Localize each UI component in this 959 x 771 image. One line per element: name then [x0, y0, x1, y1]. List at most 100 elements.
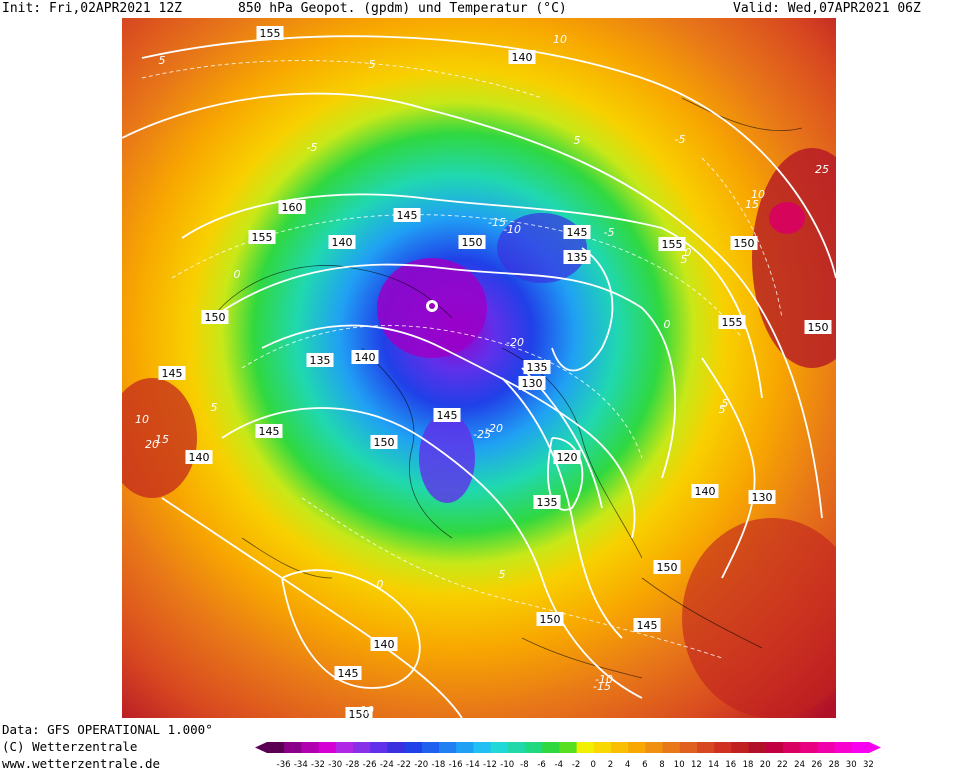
scale-color-box	[783, 742, 801, 753]
geopotential-label: 160	[278, 200, 306, 214]
temperature-value: 25	[815, 163, 829, 176]
geopotential-value: 140	[374, 638, 395, 651]
scale-tick-label: 32	[863, 760, 874, 770]
geopotential-value: 155	[260, 27, 281, 40]
geopotential-value: 135	[567, 251, 588, 264]
temperature-value: 10	[751, 188, 765, 201]
temperature-value: 0	[234, 268, 241, 281]
temperature-value: 0	[664, 318, 671, 331]
scale-color-box	[576, 742, 595, 753]
scale-tick-label: -2	[572, 760, 580, 770]
geopotential-label: 140	[691, 484, 719, 498]
scale-tick-label: 26	[811, 760, 822, 770]
website-link[interactable]: www.wetterzentrale.de	[2, 756, 161, 771]
geopotential-label: 130	[748, 490, 776, 504]
geopotential-label: 140	[508, 50, 536, 64]
scale-tick-label: -20	[414, 760, 428, 770]
geopotential-value: 150	[349, 708, 370, 718]
temperature-value: 5	[574, 134, 581, 147]
scale-tick-label: -32	[311, 760, 325, 770]
geopotential-value: 150	[657, 561, 678, 574]
geopotential-label: 150	[653, 560, 681, 574]
scale-color-box	[731, 742, 750, 753]
geopotential-label: 155	[718, 315, 746, 329]
scale-tick-label: -34	[294, 760, 308, 770]
temperature-value: 5	[369, 58, 376, 71]
geopotential-label: 145	[334, 666, 362, 680]
scale-color-box	[834, 742, 853, 753]
init-time: Init: Fri,02APR2021 12Z	[2, 1, 183, 16]
warm-region-east	[752, 148, 836, 368]
header-bar: Init: Fri,02APR2021 12Z 850 hPa Geopot. …	[0, 0, 959, 18]
temperature-value: -10	[503, 223, 521, 236]
scale-color-box	[387, 742, 406, 753]
scale-tick-label: -24	[380, 760, 394, 770]
scale-color-box	[662, 742, 681, 753]
geopotential-value: 120	[557, 451, 578, 464]
scale-tick-label: 0	[590, 760, 595, 770]
copyright: (C) Wetterzentrale	[2, 739, 138, 754]
temperature-value: -5	[307, 141, 318, 154]
scale-color-box	[439, 742, 457, 753]
scale-color-box	[765, 742, 784, 753]
temperature-value: -15	[488, 216, 506, 229]
temperature-value: -25	[473, 428, 491, 441]
temperature-labels: 105-550-10-15-20-25-50551015-50510152520…	[135, 33, 829, 717]
geopotential-label: 130	[518, 376, 546, 390]
scale-color-box	[490, 742, 509, 753]
geopotential-value: 160	[282, 201, 303, 214]
geopotential-label: 150	[370, 435, 398, 449]
temperature-value: -15	[593, 680, 611, 693]
temperature-value: 5	[722, 397, 729, 410]
scale-tick-label: 4	[625, 760, 630, 770]
scale-color-box	[645, 742, 664, 753]
geopotential-label: 150	[804, 320, 832, 334]
scale-color-box	[851, 742, 870, 753]
geopotential-value: 155	[252, 231, 273, 244]
scale-color-box	[748, 742, 767, 753]
scale-tick-label: -30	[328, 760, 342, 770]
scale-tick-label: 28	[829, 760, 840, 770]
geopotential-value: 150	[374, 436, 395, 449]
scale-color-box	[611, 742, 629, 753]
geopotential-label: 155	[248, 230, 276, 244]
scale-color-box	[318, 742, 337, 753]
scale-color-box	[473, 742, 492, 753]
geopotential-value: 135	[527, 361, 548, 374]
data-source: Data: GFS OPERATIONAL 1.000°	[2, 722, 213, 737]
scale-color-box	[421, 742, 440, 753]
scale-tick-label: -4	[555, 760, 563, 770]
geopotential-value: 145	[162, 367, 183, 380]
temperature-value: -5	[604, 226, 615, 239]
geopotential-value: 155	[722, 316, 743, 329]
geopotential-value: 145	[259, 425, 280, 438]
temperature-value: 15	[745, 198, 759, 211]
geopotential-label: 135	[523, 360, 551, 374]
geopotential-value: 140	[695, 485, 716, 498]
scale-color-box	[301, 742, 320, 753]
temperature-value: -20	[485, 422, 503, 435]
geopotential-label: 145	[563, 225, 591, 239]
geopotential-label: 150	[345, 707, 373, 718]
geopotential-label: 135	[533, 495, 561, 509]
color-scale-legend: -36 -34 -32 -30 -28 -26 -24 -22 -20 -18 -16 -14 -12-…	[255, 742, 881, 770]
scale-color-box	[456, 742, 474, 753]
temperature-value: 15	[155, 433, 169, 446]
geopotential-value: 150	[462, 236, 483, 249]
geopotential-value: 150	[540, 613, 561, 626]
geopotential-value: 150	[808, 321, 829, 334]
scale-tick-label: -28	[345, 760, 359, 770]
scale-tick-label: 20	[760, 760, 771, 770]
geopotential-value: 130	[522, 377, 543, 390]
warm-region-southeast	[682, 518, 836, 718]
temperature-value: 0	[377, 578, 384, 591]
scale-tick-label: 8	[659, 760, 664, 770]
warm-region-west	[122, 378, 197, 498]
geopotential-value: 145	[567, 226, 588, 239]
scale-tick-label: 12	[691, 760, 702, 770]
scale-color-box	[525, 742, 543, 753]
geopotential-label: 150	[458, 235, 486, 249]
scale-color-box	[697, 742, 715, 753]
